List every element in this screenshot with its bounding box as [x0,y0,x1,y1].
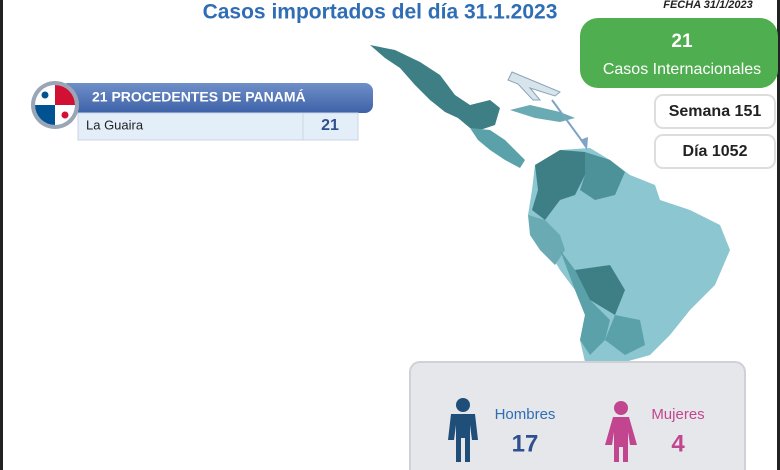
week-box [654,94,776,129]
left-border [0,0,3,470]
title: Casos importados del día 31.1.2023 [203,1,558,24]
day: Día 1052 [683,143,748,160]
gender-box [409,361,746,470]
origin-title: 21 PROCEDENTES DE PANAMÁ [92,89,306,105]
women-value: 4 [671,430,685,457]
summary-count: 21 [671,31,693,52]
men-label: Hombres [495,406,556,423]
panama-flag [31,81,79,129]
date: FECHA 31/1/2023 [663,0,752,11]
origin-banner [60,83,373,113]
origin-row [77,112,359,141]
map [370,45,730,362]
origin-count: 21 [321,117,339,134]
right-border [777,0,780,470]
man-icon [448,398,478,462]
women-label: Mujeres [651,406,704,423]
week: Semana 151 [669,103,762,120]
men-value: 17 [512,430,539,457]
woman-icon [605,401,637,462]
summary-box [580,18,778,88]
origin-state: La Guaira [86,117,144,132]
summary-label: Casos Internacionales [603,61,761,78]
airplane-icon [507,71,588,150]
day-box [654,134,776,169]
